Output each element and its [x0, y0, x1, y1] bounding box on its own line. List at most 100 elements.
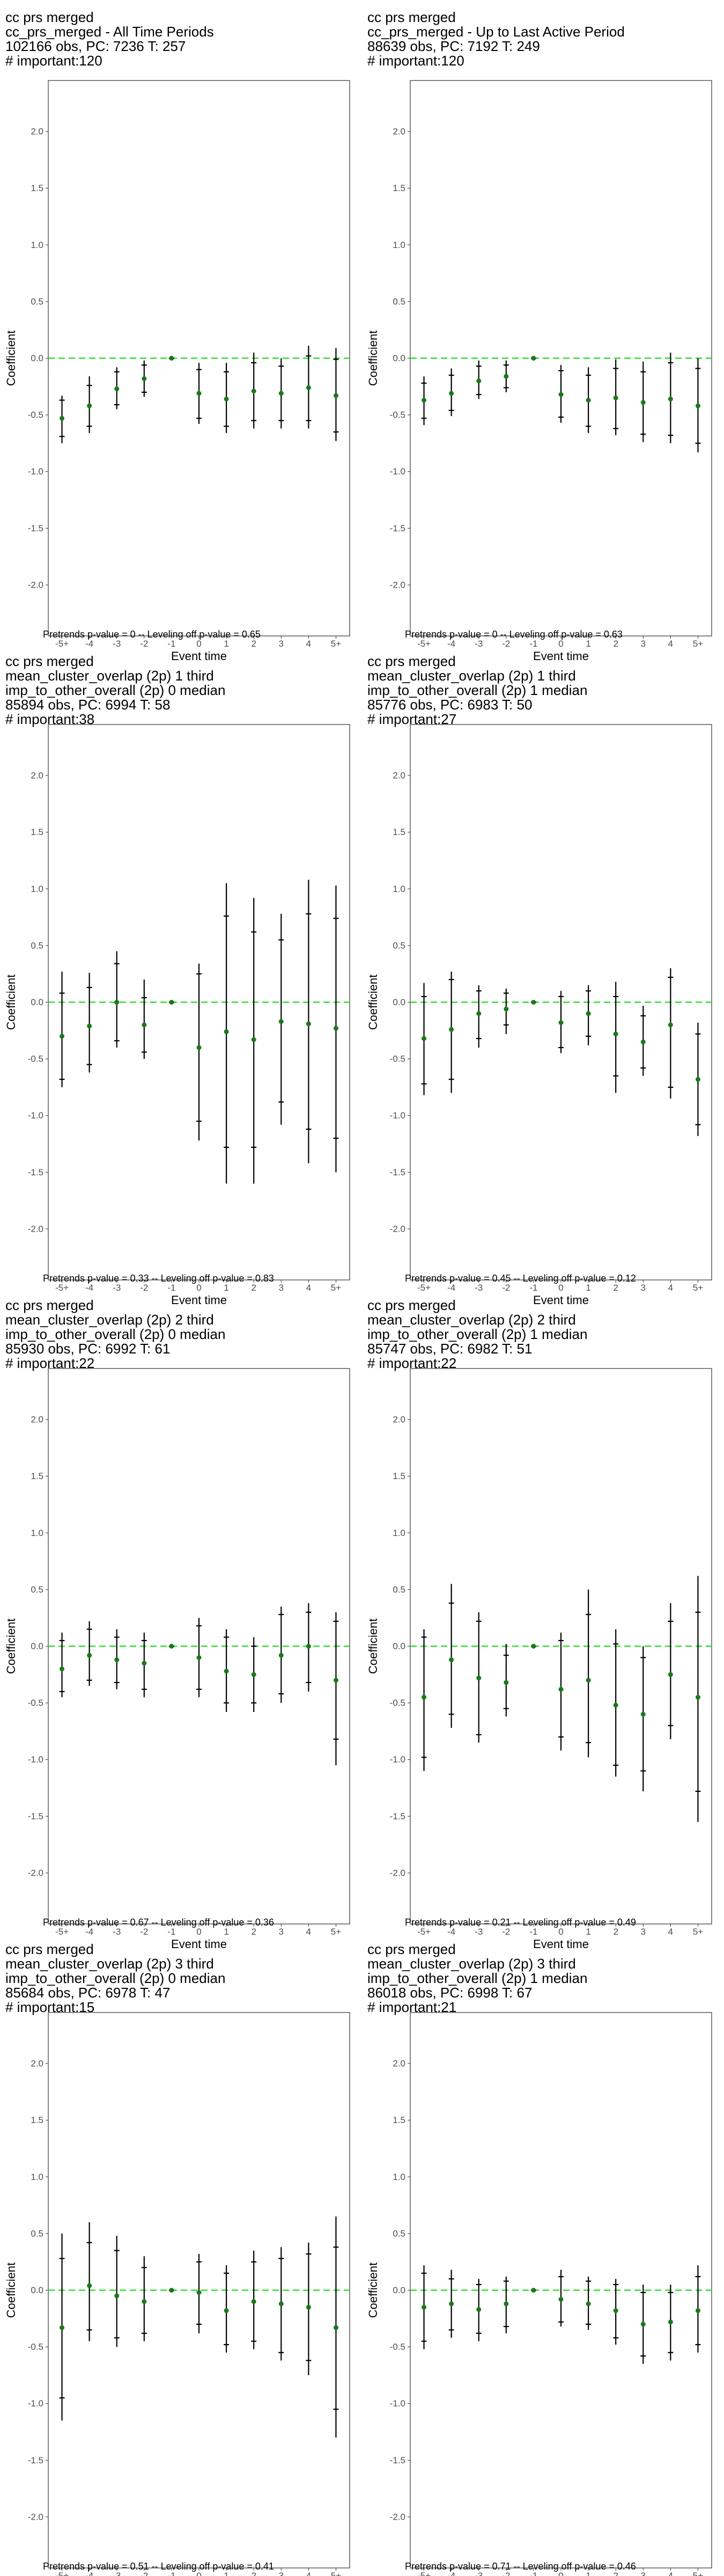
x-tick-label: 5+ [693, 2571, 703, 2576]
x-tick-label: -2 [140, 1283, 148, 1293]
y-tick-label: 1.0 [31, 1528, 43, 1538]
pvalue-caption: Pretrends p-value = 0.45 -- Leveling off… [405, 1273, 636, 1284]
x-tick-label: -2 [140, 2571, 148, 2576]
x-tick-label: 0 [196, 2571, 201, 2576]
x-tick-label: -1 [529, 639, 537, 649]
y-tick-label: 1.5 [31, 2115, 43, 2125]
x-tick-label: -1 [529, 1283, 537, 1293]
y-tick-label: 1.0 [31, 2172, 43, 2182]
chart-title-line: imp_to_other_overall (2p) 0 median [5, 1326, 225, 1342]
y-tick-label: 2.0 [393, 2059, 405, 2069]
coefficient-point [504, 2301, 509, 2307]
coefficient-point [196, 1655, 202, 1660]
x-tick-label: 1 [586, 2571, 590, 2576]
y-tick-label: 0.0 [393, 997, 405, 1007]
chart-title-line: # important:22 [367, 1355, 456, 1371]
x-tick-label: 5+ [693, 1927, 703, 1937]
y-tick-label: -1.5 [390, 1811, 405, 1821]
x-axis-label: Event time [533, 1937, 589, 1951]
x-tick-label: -1 [529, 2571, 537, 2576]
chart-title-line: cc prs merged [5, 653, 94, 669]
x-tick-label: -4 [447, 1927, 455, 1937]
coefficient-point [114, 2293, 120, 2299]
coefficient-point [333, 393, 338, 398]
y-tick-label: 0.0 [393, 1641, 405, 1651]
y-axis-label: Coefficient [366, 2263, 380, 2318]
coefficient-point [333, 1678, 338, 1683]
chart-title-line: mean_cluster_overlap (2p) 3 third [5, 1956, 214, 1972]
y-tick-label: -1.0 [390, 2398, 405, 2409]
coefficient-point [613, 1702, 618, 1708]
x-tick-label: 1 [586, 1283, 590, 1293]
x-tick-label: 2 [613, 2571, 618, 2576]
x-tick-label: 4 [306, 2571, 311, 2576]
y-tick-label: 0.5 [393, 296, 405, 306]
y-tick-label: -0.5 [390, 1698, 405, 1708]
x-tick-label: 4 [306, 1927, 311, 1937]
x-tick-label: -1 [167, 2571, 175, 2576]
coefficient-point [60, 1034, 65, 1039]
coefficient-point [87, 403, 92, 408]
chart-title-line: mean_cluster_overlap (2p) 1 third [5, 668, 214, 684]
x-tick-label: -4 [447, 1283, 455, 1293]
coefficient-point [558, 1020, 564, 1026]
coefficient-point [142, 1660, 147, 1666]
coefficient-point [169, 1644, 174, 1649]
chart-title-line: # important:120 [367, 53, 464, 69]
x-tick-label: 3 [279, 1283, 284, 1293]
y-tick-label: 2.0 [31, 2059, 43, 2069]
y-tick-label: 0.5 [393, 940, 405, 950]
y-tick-label: 1.5 [393, 1471, 405, 1481]
coefficient-point [586, 1678, 591, 1683]
coefficient-point [196, 391, 202, 396]
y-tick-label: 0.5 [393, 1584, 405, 1594]
chart-title-line: # important:21 [367, 1999, 456, 2015]
y-tick-label: 1.0 [31, 884, 43, 894]
x-tick-label: -5+ [417, 2571, 431, 2576]
x-axis-label: Event time [171, 1293, 227, 1307]
x-tick-label: -1 [529, 1927, 537, 1937]
y-tick-label: -0.5 [28, 2342, 43, 2352]
x-tick-label: -2 [502, 1283, 510, 1293]
chart-title-line: 85747 obs, PC: 6982 T: 51 [367, 1341, 532, 1357]
y-tick-label: -0.5 [390, 410, 405, 420]
coefficient-point [695, 1077, 700, 1082]
x-tick-label: 2 [251, 1283, 256, 1293]
x-tick-label: 0 [196, 1927, 201, 1937]
x-tick-label: 0 [196, 639, 201, 649]
y-tick-label: -2.0 [28, 580, 43, 590]
chart-title-line: cc prs merged [5, 1297, 94, 1313]
coefficient-point [169, 2288, 174, 2293]
x-tick-label: -3 [475, 639, 483, 649]
coefficient-point [640, 2322, 646, 2327]
coefficient-point [251, 1037, 256, 1042]
coefficient-point [586, 2301, 591, 2307]
coefficient-point [251, 1672, 256, 1677]
y-axis-label: Coefficient [366, 975, 380, 1030]
x-tick-label: -5+ [55, 1283, 69, 1293]
coefficient-point [278, 391, 284, 396]
y-tick-label: 2.0 [31, 771, 43, 781]
x-tick-label: -1 [167, 1927, 175, 1937]
x-tick-label: -3 [475, 1283, 483, 1293]
x-tick-label: 2 [613, 1927, 618, 1937]
chart-title-line: cc prs merged [367, 1941, 456, 1957]
x-tick-label: 4 [668, 639, 673, 649]
coefficient-point [60, 1666, 65, 1672]
y-tick-label: -1.0 [28, 466, 43, 477]
x-tick-label: -4 [447, 2571, 455, 2576]
x-tick-label: -1 [167, 639, 175, 649]
y-tick-label: -1.5 [28, 1167, 43, 1177]
coefficient-point [142, 376, 147, 382]
y-axis-label: Coefficient [4, 975, 18, 1030]
y-tick-label: 0.0 [31, 1641, 43, 1651]
y-axis-label: Coefficient [366, 1619, 380, 1674]
chart-title-line: # important:22 [5, 1355, 94, 1371]
y-tick-label: -1.5 [28, 1811, 43, 1821]
y-tick-label: 0.0 [31, 2285, 43, 2295]
x-tick-label: -2 [502, 1927, 510, 1937]
y-tick-label: 2.0 [393, 771, 405, 781]
